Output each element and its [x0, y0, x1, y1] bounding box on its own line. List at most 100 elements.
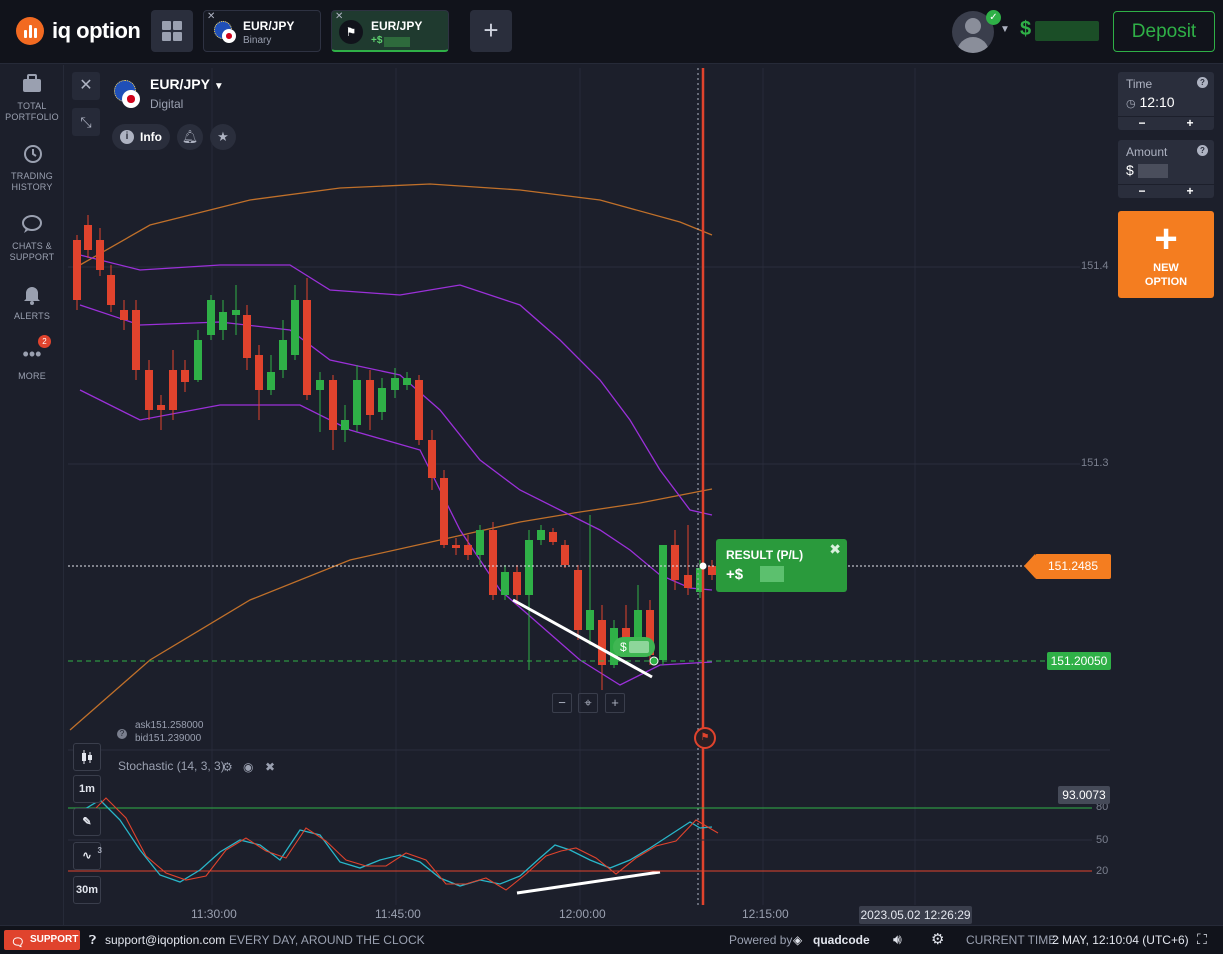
- top-bar: iq option ✕ EUR/JPY Binary ✕ ⚑ EUR/JPY +…: [0, 0, 1223, 64]
- help-icon[interactable]: ?: [1197, 77, 1208, 88]
- chart-range-button[interactable]: 30m: [73, 876, 101, 904]
- gear-icon[interactable]: ⚙: [931, 931, 945, 948]
- volume-icon[interactable]: 🔊︎: [893, 931, 902, 947]
- amount-minus-button[interactable]: −: [1138, 184, 1146, 198]
- support-email[interactable]: support@iqoption.com: [105, 933, 226, 947]
- sidebar-label: PORTFOLIO: [5, 112, 59, 122]
- indicators-button[interactable]: ∿ 3: [73, 842, 102, 870]
- brand-name: quadcode: [813, 933, 870, 947]
- tab-asset-type: Binary: [243, 35, 272, 46]
- bollinger-bands: [69, 183, 713, 731]
- help-icon[interactable]: ?: [1197, 145, 1208, 156]
- candle-body: [279, 340, 287, 370]
- time-label: Time: [1126, 77, 1153, 91]
- support-button[interactable]: 🗨︎ SUPPORT: [4, 930, 80, 950]
- checkered-flag-icon: ⚑: [339, 20, 363, 44]
- help-icon[interactable]: ?: [117, 729, 127, 739]
- bollinger-upper: [79, 254, 713, 516]
- candle-body: [84, 225, 92, 250]
- deal-marker[interactable]: $: [613, 637, 655, 657]
- favorite-star-button[interactable]: ★: [210, 124, 236, 150]
- info-label: Info: [140, 130, 162, 144]
- current-price-dot: [699, 562, 707, 570]
- candle-body: [391, 378, 399, 390]
- fullscreen-icon[interactable]: ⛶: [1197, 931, 1207, 947]
- zoom-out-button[interactable]: −: [552, 693, 572, 713]
- gear-icon[interactable]: ⚙: [222, 760, 233, 774]
- asset-selector[interactable]: EUR/JPY ▼: [150, 76, 224, 92]
- verified-check-icon: ✓: [986, 10, 1001, 25]
- asset-tab-binary[interactable]: ✕ EUR/JPY Binary: [203, 10, 321, 52]
- candle-body: [132, 310, 140, 370]
- time-tick: 12:00:00: [559, 907, 606, 921]
- amount-plus-button[interactable]: +: [1186, 184, 1194, 198]
- stochastic-d-line: [85, 797, 719, 891]
- candle-body: [207, 300, 215, 335]
- chart-type-button[interactable]: [73, 743, 101, 771]
- candle-body: [537, 530, 545, 540]
- logo-icon: [16, 17, 44, 45]
- sidebar-item-alerts[interactable]: ALERTS: [0, 283, 64, 322]
- help-icon: ❓︎: [89, 933, 97, 947]
- close-icon[interactable]: ✖: [265, 760, 276, 774]
- candle-body: [194, 340, 202, 380]
- candle-body: [561, 545, 569, 565]
- amount-field[interactable]: Amount ? $ − +: [1118, 140, 1214, 198]
- close-icon[interactable]: ✖: [829, 541, 841, 557]
- logo[interactable]: iq option: [16, 17, 141, 45]
- zoom-in-button[interactable]: +: [605, 693, 625, 713]
- trend-line-stochastic[interactable]: [516, 870, 661, 895]
- sidebar-item-chats[interactable]: CHATS & SUPPORT: [0, 213, 64, 263]
- amount-currency: $: [1126, 162, 1134, 178]
- drawing-tool-button[interactable]: ✎: [73, 808, 101, 836]
- candle-body: [181, 370, 189, 382]
- time-field[interactable]: Time ? ◷ 12:10 − +: [1118, 72, 1214, 130]
- price-tick: 151.3: [1081, 457, 1109, 469]
- bollinger-lower: [79, 389, 713, 686]
- time-tick: 12:15:00: [742, 907, 789, 921]
- asset-type: Digital: [150, 97, 184, 111]
- add-tab-button[interactable]: +: [470, 10, 512, 52]
- info-button[interactable]: i Info: [112, 124, 170, 150]
- candle-body: [378, 388, 386, 412]
- asset-grid-button[interactable]: [151, 10, 193, 52]
- indicator-title: Stochastic (14, 3, 3): [118, 759, 225, 773]
- current-price-tag: 151.2485: [1024, 554, 1111, 579]
- alert-bell-button[interactable]: 🔔︎: [177, 124, 203, 150]
- time-minus-button[interactable]: −: [1138, 116, 1146, 130]
- candle-body: [525, 540, 533, 595]
- center-chart-button[interactable]: ⌖: [578, 693, 598, 713]
- new-option-button[interactable]: + NEW OPTION: [1118, 211, 1214, 298]
- close-tab-icon[interactable]: ✕: [335, 11, 344, 22]
- balance-redacted[interactable]: [1035, 21, 1099, 41]
- time-value[interactable]: ◷ 12:10: [1126, 94, 1175, 110]
- deposit-button[interactable]: Deposit: [1113, 11, 1215, 52]
- candle-size-button[interactable]: 1m: [73, 775, 101, 803]
- collapse-icon[interactable]: ⤡: [72, 108, 100, 136]
- deal-point[interactable]: [649, 656, 659, 666]
- candle-body: [303, 300, 311, 395]
- eye-icon[interactable]: ◉: [243, 760, 254, 774]
- candle-body: [219, 312, 227, 330]
- balance-symbol[interactable]: $: [1020, 18, 1032, 40]
- candle-body: [684, 575, 692, 588]
- candle-body: [120, 310, 128, 320]
- trend-line-price[interactable]: [512, 598, 653, 679]
- asset-tab-digital[interactable]: ✕ ⚑ EUR/JPY +$: [331, 10, 449, 52]
- close-chart-button[interactable]: ✕: [72, 72, 100, 100]
- candle-body: [157, 405, 165, 410]
- sidebar-item-history[interactable]: TRADING HISTORY: [0, 143, 64, 193]
- sidebar-item-portfolio[interactable]: TOTAL PORTFOLIO: [0, 73, 64, 123]
- expiry-time: 12:10: [1139, 94, 1175, 110]
- notification-badge: 2: [38, 335, 51, 348]
- ask-price: ask151.258000: [135, 720, 204, 731]
- candle-body: [659, 545, 667, 660]
- time-plus-button[interactable]: +: [1186, 116, 1194, 130]
- sidebar-item-more[interactable]: ••• 2 MORE: [0, 335, 64, 382]
- chevron-down-icon: ▼: [213, 81, 224, 92]
- chevron-down-icon[interactable]: ▼: [1000, 24, 1010, 35]
- close-tab-icon[interactable]: ✕: [207, 11, 216, 22]
- expiration-flag-icon[interactable]: ⚑: [694, 727, 716, 749]
- amount-redacted[interactable]: [1138, 164, 1168, 178]
